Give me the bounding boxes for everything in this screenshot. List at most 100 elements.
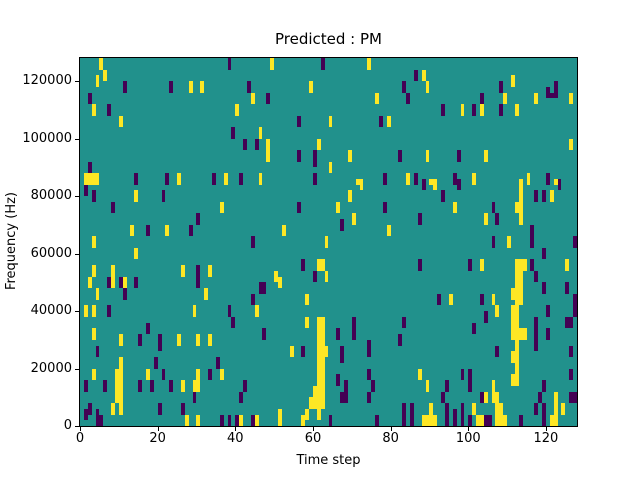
heatmap-cell-high bbox=[122, 282, 127, 288]
heatmap-cell-high bbox=[83, 178, 88, 185]
heatmap-cell-high bbox=[503, 420, 508, 426]
heatmap-cell-high bbox=[309, 86, 313, 93]
heatmap-cell-high bbox=[95, 178, 100, 185]
heatmap-cell-high bbox=[479, 259, 484, 265]
heatmap-cell-low bbox=[456, 155, 461, 162]
heatmap-cell-high bbox=[510, 305, 515, 311]
heatmap-cell-high bbox=[347, 150, 352, 156]
heatmap-cell-high bbox=[95, 173, 100, 179]
heatmap-cell-low bbox=[479, 92, 484, 99]
heatmap-cell-low bbox=[254, 138, 259, 145]
heatmap-cell-low bbox=[487, 420, 492, 426]
heatmap-cell-high bbox=[448, 299, 453, 306]
heatmap-cell-low bbox=[351, 334, 356, 340]
heatmap-cell-low bbox=[134, 276, 139, 283]
heatmap-cell-low bbox=[83, 190, 88, 196]
heatmap-cell-low bbox=[250, 414, 255, 421]
heatmap-cell-high bbox=[518, 276, 523, 283]
heatmap-cell-low bbox=[246, 81, 251, 87]
heatmap-cell-high bbox=[386, 115, 391, 122]
heatmap-cell-high bbox=[118, 374, 123, 380]
heatmap-cell-high bbox=[305, 414, 310, 421]
heatmap-cell-high bbox=[91, 173, 96, 179]
heatmap-cell-low bbox=[421, 184, 426, 191]
heatmap-cell-high bbox=[316, 316, 321, 323]
heatmap-cell-low bbox=[103, 385, 108, 392]
heatmap-cell-high bbox=[425, 150, 430, 156]
heatmap-cell-high bbox=[514, 328, 519, 334]
heatmap-cell-low bbox=[534, 190, 539, 196]
heatmap-cell-low bbox=[398, 155, 403, 162]
heatmap-cell-low bbox=[553, 81, 558, 87]
heatmap-cell-low bbox=[542, 385, 546, 392]
heatmap-cell-low bbox=[215, 362, 220, 369]
heatmap-cell-high bbox=[514, 345, 519, 352]
heatmap-cell-high bbox=[278, 408, 282, 415]
heatmap-cell-low bbox=[227, 311, 232, 317]
heatmap-cell-high bbox=[118, 385, 123, 392]
heatmap-cell-high bbox=[118, 121, 123, 127]
heatmap-cell-high bbox=[429, 403, 434, 409]
heatmap-cell-high bbox=[196, 385, 201, 392]
heatmap-cell-high bbox=[518, 219, 523, 225]
heatmap-cell-low bbox=[545, 92, 550, 99]
heatmap-cell-low bbox=[534, 403, 539, 409]
heatmap-cell-high bbox=[184, 420, 189, 426]
heatmap-cell-high bbox=[99, 58, 104, 64]
heatmap-cell-high bbox=[103, 75, 108, 81]
heatmap-cell-high bbox=[305, 408, 310, 415]
heatmap-cell-high bbox=[312, 403, 317, 409]
heatmap-cell-high bbox=[483, 213, 488, 219]
x-tick-mark bbox=[80, 427, 81, 431]
y-tick-label: 40000 bbox=[30, 303, 72, 318]
heatmap-cell-high bbox=[266, 144, 271, 150]
heatmap-cell-high bbox=[507, 242, 511, 248]
heatmap-cell-high bbox=[514, 207, 519, 214]
heatmap-cell-high bbox=[518, 299, 523, 306]
heatmap-cell-low bbox=[542, 196, 546, 202]
heatmap-cell-low bbox=[243, 144, 247, 150]
heatmap-cell-low bbox=[410, 420, 414, 426]
heatmap-cell-low bbox=[542, 380, 546, 386]
heatmap-cell-low bbox=[87, 167, 92, 173]
heatmap-cell-high bbox=[91, 374, 96, 380]
heatmap-cell-low bbox=[375, 420, 379, 426]
heatmap-cell-low bbox=[340, 345, 345, 352]
heatmap-cell-low bbox=[444, 408, 449, 415]
heatmap-cell-high bbox=[320, 403, 325, 409]
heatmap-cell-low bbox=[565, 322, 570, 329]
heatmap-cell-low bbox=[542, 282, 546, 288]
heatmap-cell-low bbox=[542, 414, 546, 421]
heatmap-cell-high bbox=[316, 259, 321, 265]
heatmap-cell-high bbox=[254, 420, 259, 426]
heatmap-cell-low bbox=[297, 201, 302, 208]
heatmap-cell-low bbox=[545, 305, 550, 311]
heatmap-cell-low bbox=[542, 403, 546, 409]
heatmap-cell-low bbox=[165, 173, 170, 179]
heatmap-cell-high bbox=[278, 420, 282, 426]
heatmap-cell-low bbox=[530, 236, 535, 242]
heatmap-cell-high bbox=[208, 265, 212, 271]
heatmap-cell-high bbox=[324, 276, 329, 283]
heatmap-cell-high bbox=[386, 230, 391, 237]
y-tick-mark bbox=[75, 196, 79, 197]
heatmap-cell-low bbox=[460, 403, 465, 409]
heatmap-cell-high bbox=[196, 380, 201, 386]
heatmap-cell-high bbox=[355, 178, 360, 185]
heatmap-cell-high bbox=[83, 173, 88, 179]
heatmap-cell-low bbox=[569, 351, 574, 357]
heatmap-cell-high bbox=[565, 265, 570, 271]
heatmap-cell-high bbox=[91, 328, 96, 334]
heatmap-cell-low bbox=[460, 420, 465, 426]
heatmap-cell-low bbox=[266, 92, 271, 99]
heatmap-cell-high bbox=[309, 403, 313, 409]
heatmap-cell-high bbox=[359, 184, 364, 191]
heatmap-cell-high bbox=[526, 173, 531, 179]
heatmap-cell-low bbox=[227, 305, 232, 311]
heatmap-cell-high bbox=[320, 351, 325, 357]
heatmap-cell-high bbox=[111, 403, 115, 409]
heatmap-cell-high bbox=[223, 178, 228, 185]
heatmap-cell-low bbox=[301, 259, 306, 265]
heatmap-cell-low bbox=[413, 75, 418, 81]
heatmap-cell-low bbox=[569, 345, 574, 352]
